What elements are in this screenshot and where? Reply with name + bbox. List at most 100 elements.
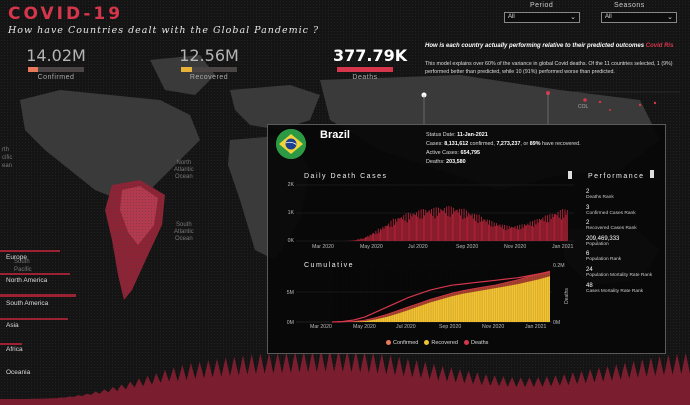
performance-value: 6 bbox=[586, 251, 590, 258]
daily-bar bbox=[432, 215, 434, 241]
daily-bar bbox=[411, 216, 413, 241]
legend-dot bbox=[424, 340, 430, 346]
continent-item-asia[interactable]: Asia bbox=[6, 322, 19, 329]
continent-item-europe[interactable]: Europe bbox=[6, 254, 27, 261]
daily-bar bbox=[391, 226, 393, 241]
daily-bar bbox=[561, 219, 562, 241]
daily-bar bbox=[388, 223, 390, 241]
x-tick-label: May 2020 bbox=[353, 324, 376, 330]
country-marker bbox=[638, 103, 642, 107]
daily-bar bbox=[419, 218, 421, 241]
daily-bar bbox=[395, 219, 397, 241]
daily-bar bbox=[522, 227, 524, 241]
daily-bar bbox=[370, 234, 372, 241]
daily-bar bbox=[540, 219, 542, 241]
performance-label: Population Rank bbox=[586, 257, 622, 263]
daily-bar bbox=[428, 210, 430, 241]
daily-bar bbox=[434, 218, 436, 241]
daily-bar bbox=[528, 225, 530, 241]
daily-bar bbox=[563, 217, 565, 241]
country-name: Brazil bbox=[320, 129, 350, 141]
daily-bar bbox=[405, 213, 407, 241]
daily-bar bbox=[557, 211, 559, 241]
x-tick-label: Nov 2020 bbox=[482, 324, 505, 330]
daily-bar bbox=[414, 215, 416, 241]
model-question-link[interactable]: Covid Ris bbox=[645, 43, 674, 49]
daily-bar bbox=[537, 222, 539, 241]
daily-bar bbox=[382, 226, 384, 241]
daily-bar bbox=[549, 214, 551, 241]
daily-bar bbox=[416, 212, 417, 241]
daily-bar bbox=[543, 221, 545, 241]
cumulative-chart[interactable] bbox=[296, 264, 552, 324]
model-description: This model explains over 60% of the vari… bbox=[425, 61, 673, 75]
daily-bar bbox=[417, 216, 419, 241]
daily-bar bbox=[566, 210, 568, 241]
daily-bar bbox=[423, 209, 424, 241]
performance-label: Deaths Rank bbox=[586, 195, 614, 200]
performance-label: Population bbox=[586, 241, 609, 247]
daily-bar bbox=[424, 215, 426, 241]
daily-bar bbox=[475, 220, 477, 241]
daily-bar bbox=[425, 209, 427, 241]
daily-bar bbox=[400, 217, 402, 241]
daily-bar bbox=[404, 220, 406, 241]
daily-bar bbox=[375, 230, 377, 241]
daily-bar bbox=[493, 222, 495, 241]
x-tick-label: Sep 2020 bbox=[456, 244, 479, 250]
country-marker bbox=[598, 100, 602, 104]
performance-label: Recovered Cases Rank bbox=[586, 226, 637, 232]
seasons-dropdown[interactable]: All ⌄ bbox=[601, 12, 677, 23]
x-tick-label: Jul 2020 bbox=[396, 324, 416, 330]
daily-bar bbox=[523, 224, 525, 241]
daily-bar bbox=[506, 225, 508, 241]
daily-bar bbox=[499, 224, 501, 241]
daily-deaths-chart[interactable] bbox=[296, 181, 574, 245]
performance-label: Confirmed Cases Rank bbox=[586, 210, 636, 216]
map-label-col: COL bbox=[578, 104, 589, 110]
continent-item-africa[interactable]: Africa bbox=[6, 346, 23, 353]
continent-item-south-america[interactable]: South America bbox=[6, 300, 49, 307]
daily-bar bbox=[465, 210, 467, 241]
cumulative-y2-label: Deaths bbox=[563, 288, 570, 304]
daily-bar bbox=[440, 208, 442, 241]
global-deaths-sparkline bbox=[0, 349, 690, 405]
daily-bar bbox=[514, 226, 516, 241]
daily-bar bbox=[441, 210, 443, 241]
daily-bar bbox=[376, 233, 378, 241]
daily-bar bbox=[544, 215, 546, 241]
daily-bar bbox=[426, 212, 428, 241]
daily-bar bbox=[536, 219, 538, 241]
daily-bar bbox=[491, 221, 493, 241]
daily-bar bbox=[412, 213, 414, 241]
x-tick-label: May 2020 bbox=[360, 244, 383, 250]
continent-item-north-america[interactable]: North America bbox=[6, 277, 48, 284]
daily-bar bbox=[449, 216, 451, 241]
continent-bar bbox=[0, 294, 76, 297]
daily-bar bbox=[515, 228, 517, 241]
daily-bar bbox=[392, 218, 394, 241]
confirmed-line bbox=[331, 270, 551, 323]
daily-bar bbox=[367, 235, 369, 241]
legend-label: Recovered bbox=[431, 340, 458, 346]
y2-tick-label: 0.2M bbox=[553, 263, 565, 269]
daily-bar bbox=[552, 216, 554, 241]
page-title: COVID-19 bbox=[8, 4, 124, 24]
scroll-handle[interactable] bbox=[568, 171, 572, 179]
y-tick-label: 0M bbox=[286, 320, 294, 326]
daily-bar bbox=[390, 220, 392, 241]
daily-bar bbox=[545, 222, 547, 241]
daily-bar bbox=[507, 229, 509, 241]
daily-bar bbox=[421, 218, 423, 241]
daily-bar bbox=[406, 222, 408, 241]
continent-item-oceania[interactable]: Oceania bbox=[6, 369, 31, 376]
daily-bar bbox=[476, 214, 478, 241]
scroll-handle[interactable] bbox=[650, 170, 654, 178]
chart-legend: Confirmed Recovered Deaths bbox=[380, 340, 488, 346]
daily-bar bbox=[467, 216, 468, 241]
period-dropdown[interactable]: All ⌄ bbox=[504, 12, 580, 23]
daily-bar bbox=[366, 237, 368, 241]
daily-bar bbox=[564, 209, 566, 241]
daily-bar bbox=[520, 229, 522, 241]
daily-bar bbox=[387, 225, 388, 241]
